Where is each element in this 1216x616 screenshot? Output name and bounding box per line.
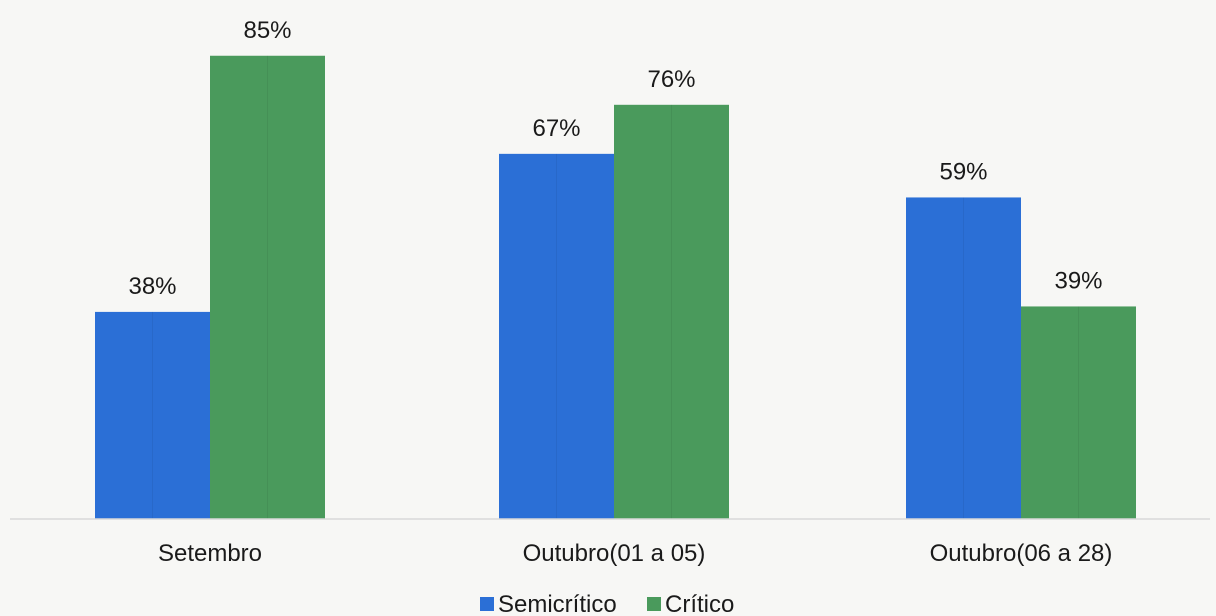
data-label-semicritico-outubro-01-a-05: 67% [532,115,580,142]
bar-semicritico-setembro [95,311,210,519]
legend-label-critico: Crítico [665,591,734,616]
bar-semicritico-outubro-06-a-28 [906,197,1021,519]
bar-critico-setembro [210,55,325,519]
x-tick-label-outubro-01-a-05: Outubro(01 a 05) [523,540,706,567]
data-labels-layer: 38% 85% 67% 76% 59% 39% [128,17,1102,300]
x-tick-labels-layer: Setembro Outubro(01 a 05) Outubro(06 a 28) [158,540,1112,567]
legend: Semicrítico Crítico [480,591,734,616]
data-label-semicritico-setembro: 38% [128,273,176,300]
bar-critico-outubro-01-a-05 [614,104,729,520]
data-label-critico-outubro-06-a-28: 39% [1054,267,1102,294]
legend-swatch-critico [647,597,661,611]
legend-label-semicritico: Semicrítico [498,591,617,616]
data-label-semicritico-outubro-06-a-28: 59% [939,158,987,185]
data-label-critico-outubro-01-a-05: 76% [647,66,695,93]
data-label-critico-setembro: 85% [243,17,291,44]
legend-swatch-semicritico [480,597,494,611]
bar-semicritico-outubro-01-a-05 [499,153,614,519]
x-tick-label-outubro-06-a-28: Outubro(06 a 28) [930,540,1113,567]
bars-layer [95,55,1136,520]
bar-critico-outubro-06-a-28 [1021,306,1136,519]
x-tick-label-setembro: Setembro [158,540,262,567]
